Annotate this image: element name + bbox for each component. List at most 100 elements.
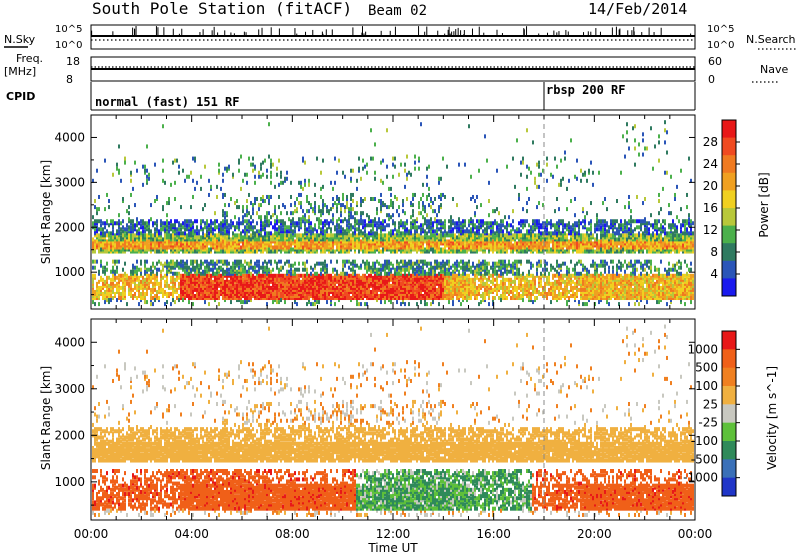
power-cell [370,245,372,250]
power-cell [138,249,140,254]
power-cell [322,249,324,254]
power-cell [268,281,270,286]
power-cell [244,296,246,301]
power-cell [204,283,206,288]
power-cell [340,287,342,292]
power-cell [414,289,416,294]
power-cell [410,225,412,230]
power-cell [384,275,386,280]
power-cell [318,205,320,210]
power-cell [170,269,172,274]
power-cell [192,156,194,161]
power-cell [180,239,182,244]
power-cell [338,293,340,298]
power-cell [256,229,258,234]
power-cell [286,229,288,234]
power-cell [382,225,384,230]
power-cell [172,281,174,286]
power-cell [252,277,254,282]
power-cell [358,223,360,228]
power-cell [374,283,376,288]
power-cell [184,219,186,224]
power-cell [122,267,124,272]
power-cell [100,249,102,254]
power-cell [378,285,380,290]
power-cell [302,261,304,266]
power-cell [344,281,346,286]
power-cell [166,219,168,224]
power-cell [102,231,104,236]
power-cell [374,265,376,270]
power-cell [296,249,298,254]
power-cell [180,296,182,301]
power-cell [350,227,352,232]
power-cell [340,293,342,298]
power-cell [356,239,358,244]
power-cell [404,281,406,286]
power-cell [178,231,180,236]
power-cell [180,289,182,294]
power-cell [414,239,416,244]
power-cell [384,300,386,305]
power-cell [398,281,400,286]
power-cell [196,289,198,294]
power-cell [212,289,214,294]
power-cell [408,296,410,301]
power-cell [362,219,364,224]
power-cell [220,273,222,278]
power-cell [140,271,142,276]
power-cell [338,279,340,284]
power-cell [412,219,414,224]
power-cell [254,225,256,230]
power-cell [322,265,324,270]
power-cell [198,247,200,252]
power-cell [258,215,260,220]
power-cell [210,249,212,254]
power-cell [156,277,158,282]
power-cell [100,223,102,228]
power-cell [294,243,296,248]
power-cell [344,243,346,248]
power-cell [438,281,440,286]
power-cell [410,239,412,244]
power-cell [236,205,238,210]
power-cell [196,263,198,268]
power-cell [390,269,392,274]
power-cell [260,174,262,179]
power-cell [252,283,254,288]
power-cell [358,231,360,236]
power-cell [338,231,340,236]
power-cell [166,213,168,218]
power-cell [410,201,412,206]
power-cell [260,289,262,294]
power-cell [108,233,110,238]
power-cell [412,245,414,250]
power-cell [312,229,314,234]
power-cell [316,283,318,288]
power-cell [190,281,192,286]
power-cell [140,293,142,298]
power-cell [348,217,350,222]
power-cell [212,273,214,278]
power-cell [140,269,142,274]
power-cell [382,293,384,298]
power-cell [352,233,354,238]
power-cell [418,261,420,266]
power-cell [316,285,318,290]
power-cell [306,275,308,280]
power-cell [204,249,206,254]
power-cell [322,285,324,290]
power-cell [142,249,144,254]
power-cell [250,215,252,220]
power-cell [242,267,244,272]
power-cell [408,237,410,242]
power-cell [96,293,98,298]
power-cell [248,291,250,296]
power-cell [426,241,428,246]
power-cell [154,199,156,204]
power-cell [260,162,262,167]
power-cell [398,235,400,240]
power-cell [110,289,112,294]
power-cell [246,273,248,278]
power-cell [388,241,390,246]
